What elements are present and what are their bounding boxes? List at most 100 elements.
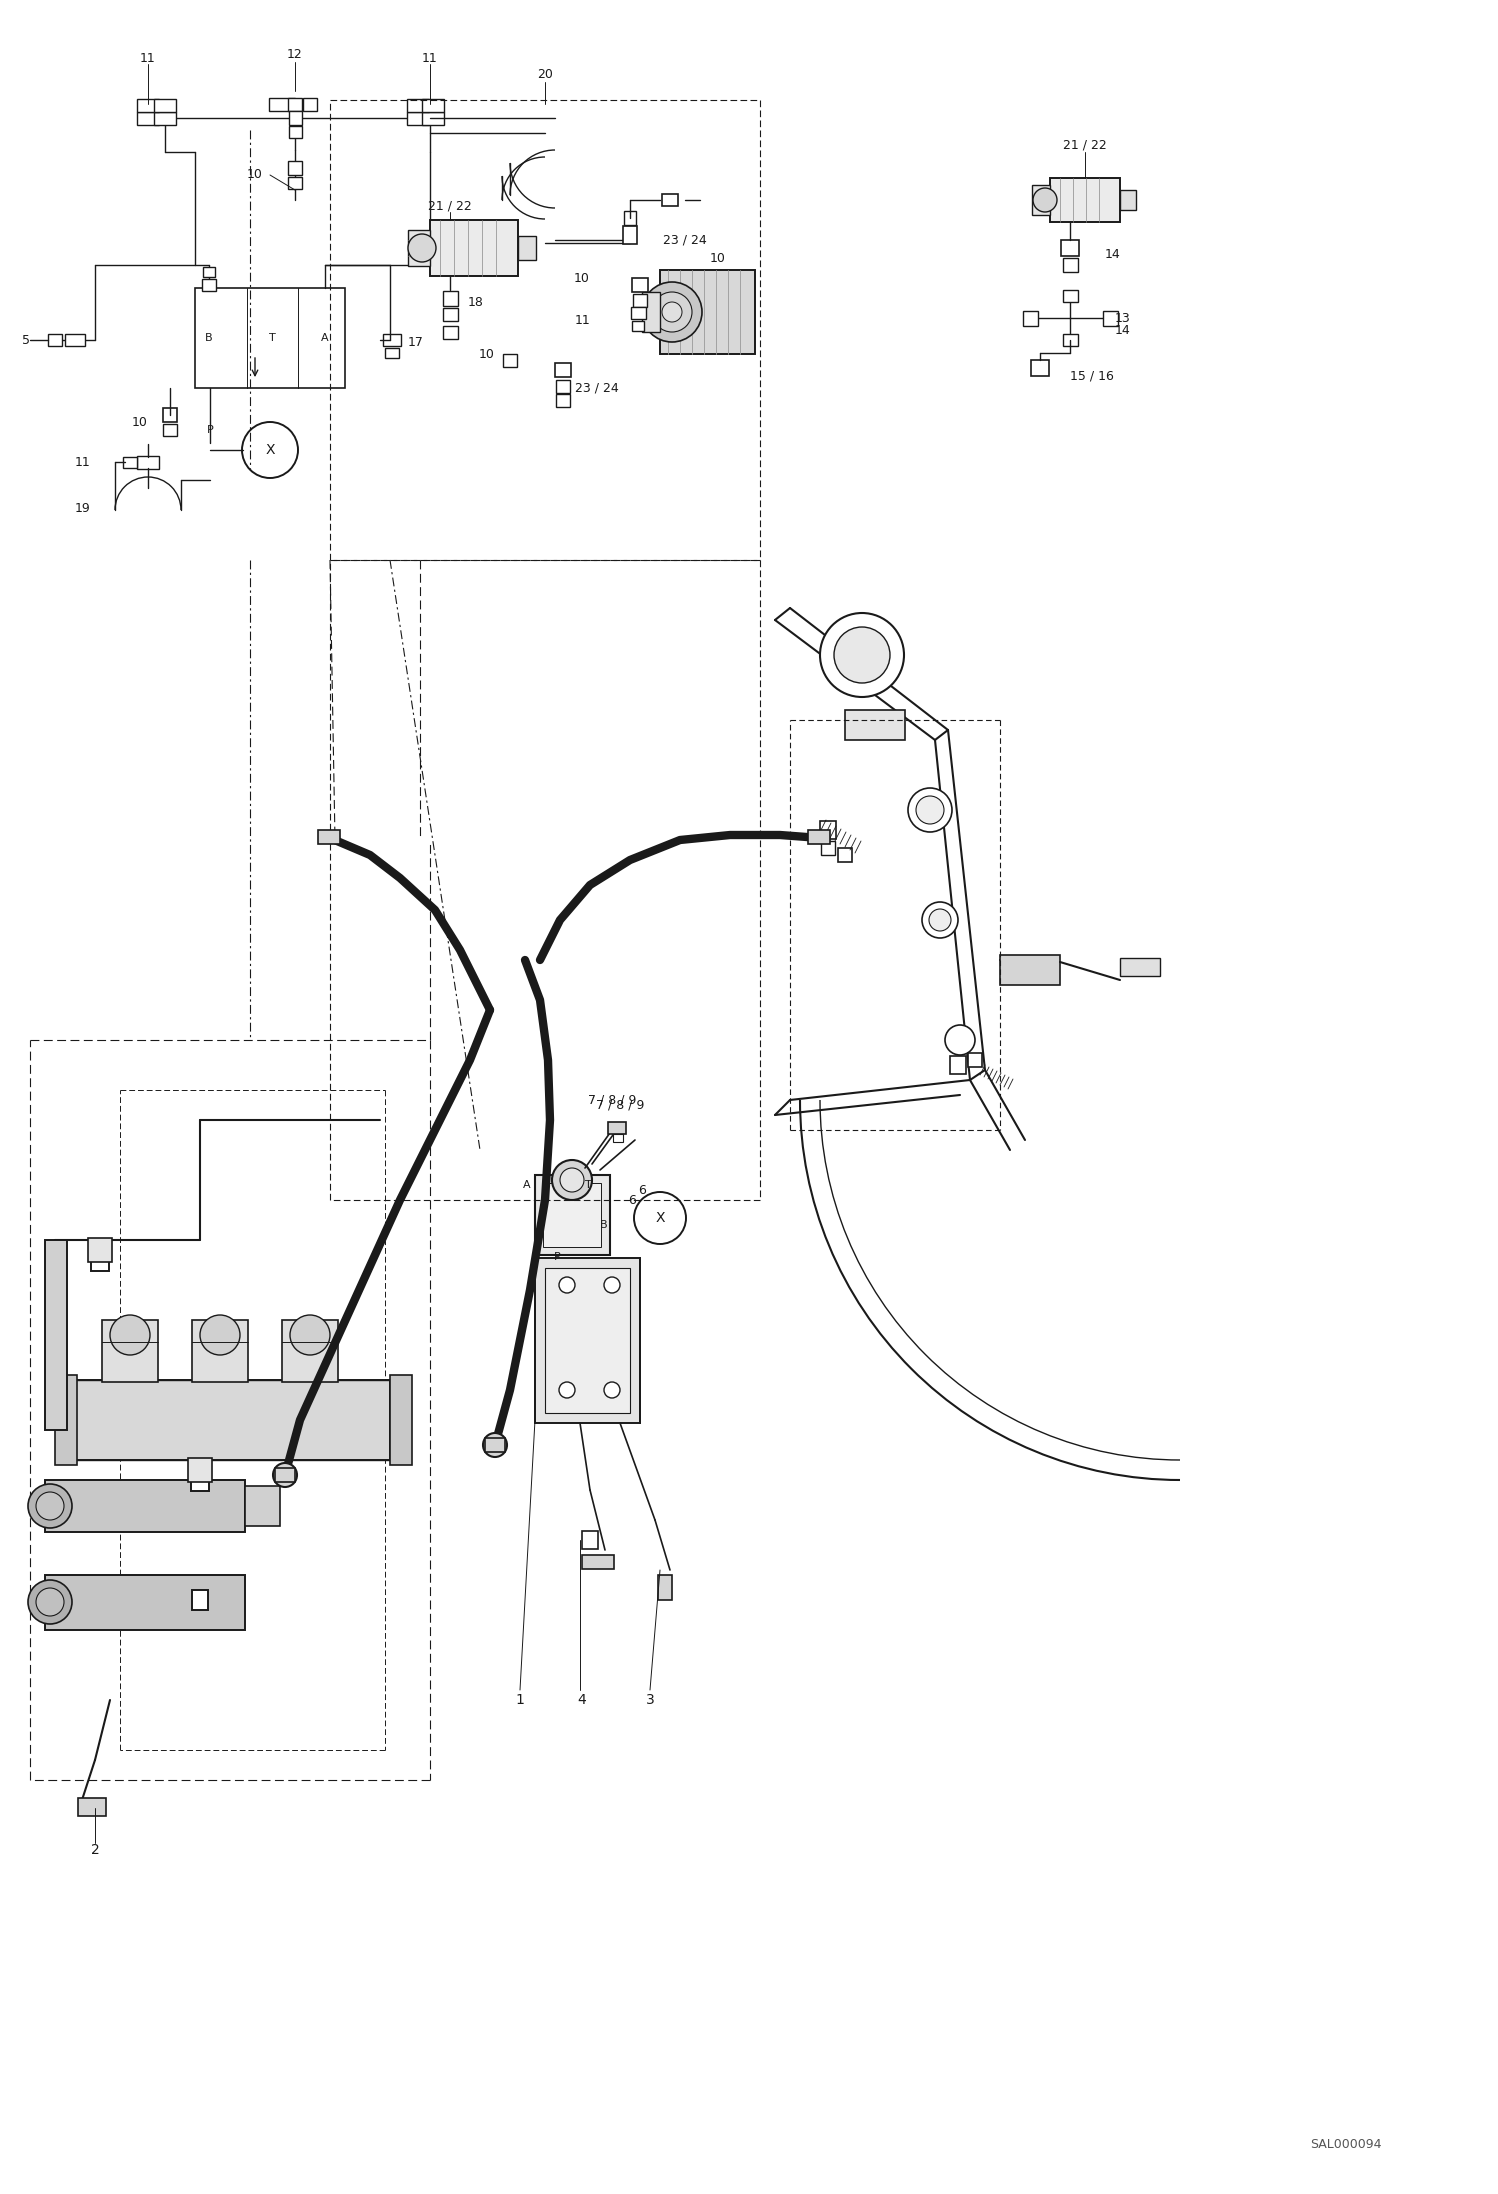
- Circle shape: [273, 1463, 297, 1488]
- Bar: [661, 270, 755, 353]
- Text: 3: 3: [646, 1694, 655, 1707]
- Bar: [123, 456, 136, 467]
- Text: 11: 11: [75, 456, 90, 470]
- Bar: [45, 1240, 67, 1430]
- Circle shape: [109, 1314, 150, 1356]
- Bar: [632, 279, 649, 292]
- Bar: [662, 193, 679, 206]
- Circle shape: [291, 1314, 330, 1356]
- Bar: [1061, 239, 1079, 257]
- Bar: [55, 1376, 76, 1466]
- Bar: [1062, 259, 1077, 272]
- Bar: [1031, 360, 1049, 375]
- Bar: [422, 99, 443, 112]
- Text: 10: 10: [710, 252, 727, 265]
- Bar: [1062, 290, 1077, 303]
- Bar: [1103, 312, 1118, 325]
- Bar: [270, 97, 295, 110]
- Circle shape: [604, 1277, 620, 1292]
- Text: 10: 10: [574, 272, 590, 285]
- Bar: [202, 279, 216, 292]
- Bar: [70, 1380, 389, 1459]
- Bar: [389, 1376, 412, 1466]
- Bar: [442, 290, 457, 305]
- Text: P: P: [207, 426, 213, 434]
- Text: 6: 6: [628, 1194, 637, 1207]
- Bar: [503, 353, 517, 366]
- Bar: [631, 307, 646, 318]
- Bar: [634, 294, 647, 307]
- Bar: [154, 99, 175, 112]
- Bar: [288, 160, 303, 176]
- Bar: [288, 97, 303, 110]
- Bar: [318, 829, 340, 845]
- Bar: [1023, 312, 1038, 325]
- Bar: [845, 711, 905, 739]
- Text: 18: 18: [467, 296, 484, 309]
- Circle shape: [915, 796, 944, 825]
- Circle shape: [201, 1314, 240, 1356]
- Text: X: X: [655, 1211, 665, 1224]
- Text: T: T: [586, 1180, 592, 1189]
- Bar: [837, 849, 852, 862]
- Bar: [1050, 178, 1121, 222]
- Text: 14: 14: [1106, 248, 1121, 261]
- Bar: [136, 456, 159, 470]
- Bar: [91, 1248, 109, 1270]
- Bar: [163, 408, 177, 421]
- Text: 2: 2: [90, 1843, 99, 1856]
- Bar: [535, 1176, 610, 1255]
- Bar: [485, 1437, 505, 1452]
- Text: 11: 11: [574, 314, 590, 327]
- Text: 14: 14: [1115, 323, 1131, 336]
- Text: 5: 5: [22, 333, 30, 347]
- Bar: [407, 99, 428, 112]
- Bar: [303, 97, 318, 110]
- Bar: [542, 1183, 601, 1246]
- Text: 17: 17: [407, 336, 424, 349]
- Text: 10: 10: [247, 169, 264, 182]
- Bar: [632, 320, 644, 331]
- Text: 11: 11: [422, 50, 437, 64]
- Bar: [1001, 954, 1061, 985]
- Circle shape: [482, 1433, 506, 1457]
- Circle shape: [604, 1382, 620, 1398]
- Text: B: B: [205, 333, 213, 342]
- Bar: [192, 1591, 208, 1610]
- Text: 21 / 22: 21 / 22: [428, 200, 472, 213]
- Bar: [70, 1380, 389, 1459]
- Bar: [658, 1575, 673, 1599]
- Bar: [1121, 959, 1159, 976]
- Bar: [192, 1321, 249, 1382]
- Text: 10: 10: [132, 415, 148, 428]
- Bar: [807, 829, 830, 845]
- Circle shape: [559, 1277, 575, 1292]
- Bar: [45, 1575, 246, 1630]
- Bar: [385, 349, 398, 358]
- Text: 10: 10: [479, 349, 494, 362]
- Text: 23 / 24: 23 / 24: [664, 233, 707, 246]
- Text: 11: 11: [141, 50, 156, 64]
- Bar: [613, 1134, 623, 1143]
- Circle shape: [652, 292, 692, 331]
- Bar: [78, 1799, 106, 1817]
- Circle shape: [560, 1167, 584, 1191]
- Bar: [48, 333, 61, 347]
- Text: SAL000094: SAL000094: [1309, 2139, 1381, 2152]
- Circle shape: [662, 303, 682, 323]
- Bar: [154, 112, 175, 125]
- Bar: [556, 380, 571, 393]
- Bar: [518, 237, 536, 261]
- Bar: [1032, 184, 1050, 215]
- Bar: [442, 325, 457, 338]
- Bar: [1062, 333, 1077, 347]
- Text: 21 / 22: 21 / 22: [1064, 138, 1107, 151]
- Bar: [102, 1321, 157, 1382]
- Bar: [430, 219, 518, 276]
- Text: 7 / 8 / 9: 7 / 8 / 9: [587, 1093, 637, 1106]
- Bar: [968, 1053, 983, 1066]
- Circle shape: [945, 1025, 975, 1055]
- Text: 1: 1: [515, 1694, 524, 1707]
- Circle shape: [28, 1483, 72, 1527]
- Bar: [289, 125, 301, 138]
